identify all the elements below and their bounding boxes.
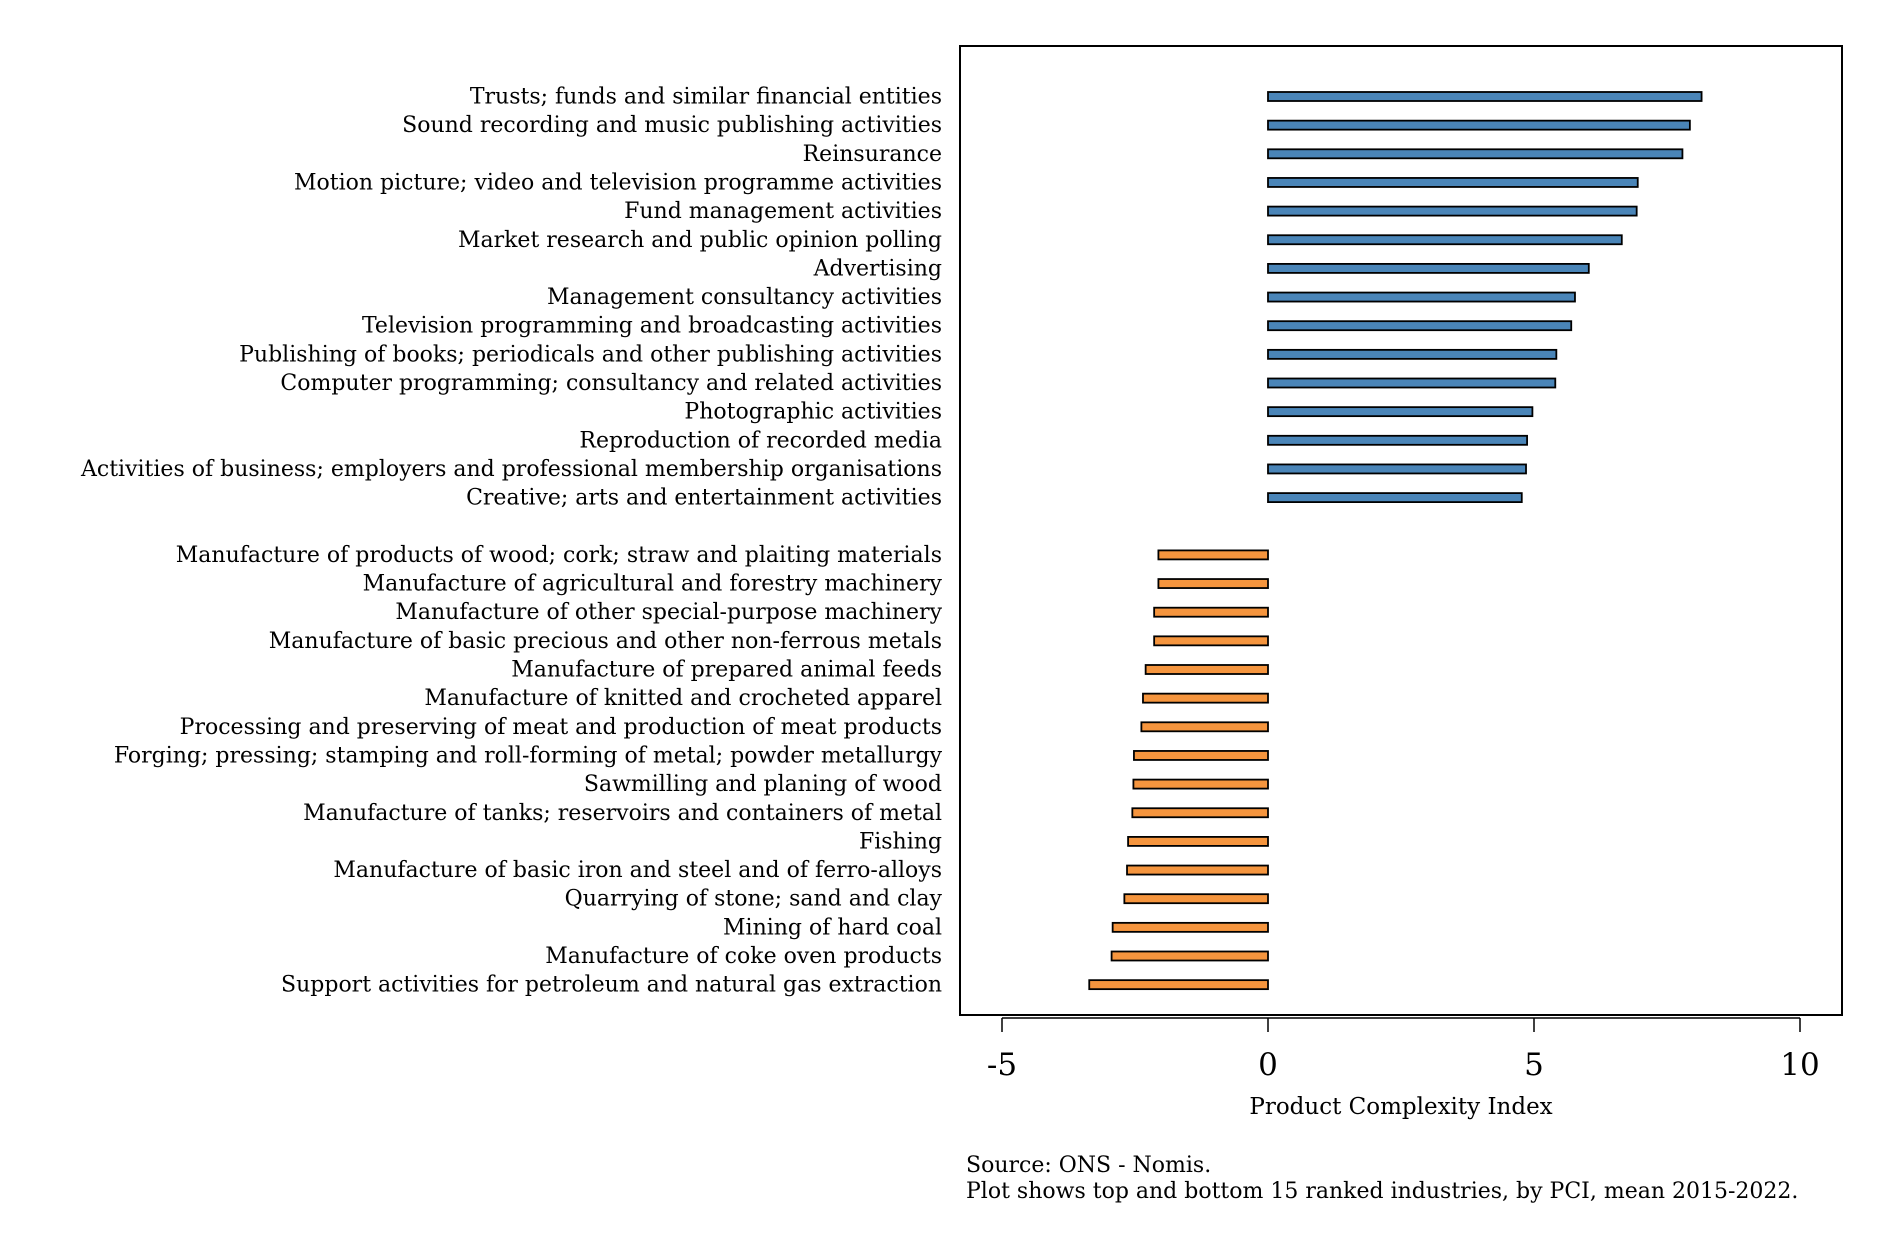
category-label: Manufacture of tanks; reservoirs and con… [303,801,942,826]
category-label: Advertising [813,256,942,281]
bar-top [1267,148,1684,160]
category-label: Fund management activities [624,199,942,224]
x-axis-title: Product Complexity Index [1249,1094,1552,1120]
x-axis-ticks: -5 0 5 10 [987,1018,1820,1083]
bar-bottom [1144,664,1269,675]
bar-top [1267,463,1527,475]
bar-bottom [1140,721,1269,733]
plot-frame [959,45,1843,1016]
bar-top [1267,234,1623,246]
x-tick-label: 0 [1258,1047,1278,1083]
bar-top [1267,291,1576,303]
category-label: Support activities for petroleum and nat… [281,973,942,998]
bar-bottom [1142,692,1269,704]
category-label: Sound recording and music publishing act… [402,113,942,138]
category-label: Reinsurance [803,142,942,167]
category-label: Television programming and broadcasting … [362,314,942,339]
x-tick-label: 10 [1780,1047,1819,1083]
category-label: Market research and public opinion polli… [458,228,942,253]
category-label: Manufacture of agricultural and forestry… [363,572,943,597]
bar-top [1267,91,1703,102]
bar-bottom [1157,549,1269,561]
category-label: Manufacture of other special-purpose mac… [395,600,942,625]
category-label: Processing and preserving of meat and pr… [180,715,942,740]
source-note: Source: ONS - Nomis. [966,1153,1211,1178]
category-label: Reproduction of recorded media [579,428,942,453]
bar-bottom [1126,864,1269,876]
category-label: Manufacture of products of wood; cork; s… [176,543,942,568]
category-label: Fishing [859,829,942,854]
category-label: Motion picture; video and television pro… [294,170,942,195]
bars-group [1088,91,1703,991]
bar-top [1267,119,1691,131]
bar-bottom [1123,893,1269,905]
bar-bottom [1110,950,1269,962]
bar-top [1267,348,1558,360]
bar-bottom [1127,836,1269,847]
bar-bottom [1131,807,1269,819]
bar-top [1267,492,1523,504]
category-label: Publishing of books; periodicals and oth… [239,342,942,367]
category-label: Manufacture of coke oven products [545,944,942,969]
bar-top [1267,434,1528,446]
bar-top [1267,320,1573,332]
bar-top [1267,205,1638,217]
category-label: Photographic activities [684,400,942,425]
bar-top [1267,406,1534,418]
bar-bottom [1088,979,1269,991]
bar-bottom [1153,635,1269,647]
bar-bottom [1133,750,1269,761]
category-label: Management consultancy activities [547,285,942,310]
bar-bottom [1111,921,1269,933]
bar-bottom [1132,778,1269,790]
category-label: Manufacture of knitted and crocheted app… [424,686,942,711]
bar-top [1267,177,1639,188]
category-labels: Trusts; funds and similar financial enti… [80,85,943,998]
bar-top [1267,377,1557,389]
bar-bottom [1157,578,1269,589]
category-label: Computer programming; consultancy and re… [280,371,942,396]
category-label: Forging; pressing; stamping and roll-for… [114,743,943,768]
category-label: Creative; arts and entertainment activit… [466,486,942,511]
bar-bottom [1153,606,1269,618]
category-label: Trusts; funds and similar financial enti… [470,85,942,110]
category-label: Activities of business; employers and pr… [80,457,942,482]
x-tick-label: -5 [987,1047,1017,1083]
bar-top [1267,262,1590,274]
category-label: Mining of hard coal [723,915,942,940]
category-label: Sawmilling and planing of wood [584,772,942,797]
category-label: Quarrying of stone; sand and clay [565,887,943,912]
category-label: Manufacture of basic precious and other … [269,629,942,654]
plot-description-note: Plot shows top and bottom 15 ranked indu… [966,1179,1798,1204]
category-label: Manufacture of prepared animal feeds [511,658,942,683]
category-label: Manufacture of basic iron and steel and … [333,858,942,883]
x-tick-label: 5 [1524,1047,1544,1083]
